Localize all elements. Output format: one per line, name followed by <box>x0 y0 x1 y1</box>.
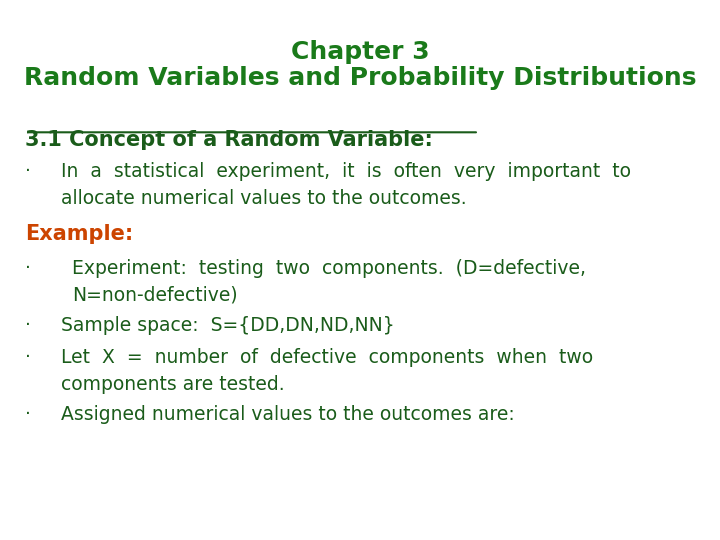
Text: ·: · <box>25 162 31 181</box>
Text: Random Variables and Probability Distributions: Random Variables and Probability Distrib… <box>24 66 696 90</box>
Text: Let  X  =  number  of  defective  components  when  two
components are tested.: Let X = number of defective components w… <box>61 348 593 394</box>
Text: ·: · <box>25 259 31 278</box>
Text: Example:: Example: <box>25 224 133 244</box>
Text: ·: · <box>25 405 31 424</box>
Text: Chapter 3: Chapter 3 <box>291 40 429 64</box>
Text: ·: · <box>25 316 31 335</box>
Text: 3.1 Concept of a Random Variable:: 3.1 Concept of a Random Variable: <box>25 130 433 150</box>
Text: Assigned numerical values to the outcomes are:: Assigned numerical values to the outcome… <box>61 405 515 424</box>
Text: Sample space:  S={DD,DN,ND,NN}: Sample space: S={DD,DN,ND,NN} <box>61 316 395 335</box>
Text: Experiment:  testing  two  components.  (D=defective,
N=non-defective): Experiment: testing two components. (D=d… <box>72 259 586 305</box>
Text: ·: · <box>25 348 31 367</box>
Text: In  a  statistical  experiment,  it  is  often  very  important  to
allocate num: In a statistical experiment, it is often… <box>61 162 631 207</box>
